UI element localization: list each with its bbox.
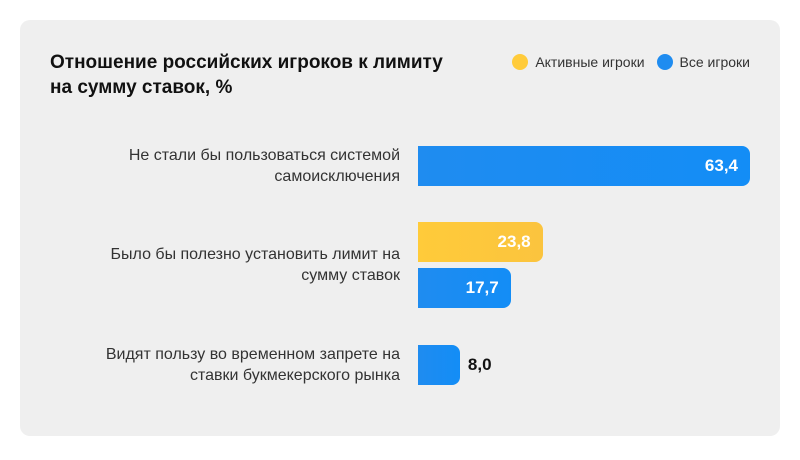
bar-active-players bbox=[418, 222, 543, 262]
category-label: Не стали бы пользоваться системой самоиск… bbox=[20, 145, 400, 187]
bar-value-label: 63,4 bbox=[704, 156, 738, 175]
legend-swatch-active-players bbox=[512, 54, 529, 70]
bar-value-label: 8,0 bbox=[467, 355, 492, 374]
legend-item-active-players: Активные игроки bbox=[512, 54, 645, 70]
chart-title-line-2: на сумму ставок, % bbox=[50, 77, 233, 98]
category-label-line: Было бы полезно установить лимит на bbox=[110, 246, 400, 263]
bar-all-players bbox=[418, 268, 511, 308]
bar-all-players bbox=[418, 345, 460, 385]
category-label: Видят пользу во временном запрете на став… bbox=[20, 344, 400, 386]
category-label-line: сумму ставок bbox=[301, 267, 400, 284]
legend-label-active-players: Активные игроки bbox=[535, 54, 645, 70]
bar-value-label: 17,7 bbox=[465, 278, 499, 297]
legend-label-all-players: Все игроки bbox=[679, 54, 750, 70]
chart-card: Отношение российских игроков к лимиту на… bbox=[20, 20, 780, 436]
category-label: Было бы полезно установить лимит на сумму… bbox=[20, 244, 400, 286]
legend-item-all-players: Все игроки bbox=[656, 54, 750, 70]
legend-swatch-all-players bbox=[656, 54, 673, 70]
chart-title: Отношение российских игроков к лимиту на… bbox=[50, 50, 500, 100]
category-label-line: Не стали бы пользоваться системой bbox=[128, 147, 400, 164]
category-label-line: самоисключения bbox=[274, 168, 400, 185]
bar-value-label: 23,8 bbox=[497, 232, 531, 251]
chart-title-line-1: Отношение российских игроков к лимиту bbox=[50, 52, 443, 73]
category-label-line: Видят пользу во временном запрете на bbox=[105, 346, 400, 363]
chart-legend: Активные игроки Все игроки bbox=[500, 54, 750, 70]
bar-all-players bbox=[418, 146, 750, 186]
category-label-line: ставки букмекерского рынка bbox=[189, 367, 400, 384]
